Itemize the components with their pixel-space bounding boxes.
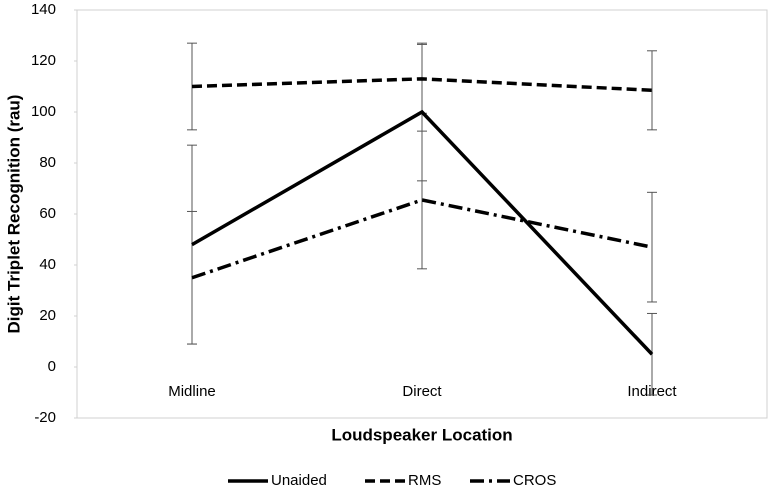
series-line: [191, 109, 654, 356]
y-tick-label: 0: [48, 358, 56, 375]
y-tick-label: 40: [39, 256, 56, 273]
legend-label: RMS: [408, 472, 441, 489]
series-line: [191, 198, 653, 280]
y-tick-label: 80: [39, 154, 56, 171]
error-bar: [647, 191, 657, 303]
series-line: [191, 77, 653, 93]
x-tick-label: Direct: [402, 383, 442, 400]
x-tick-label: Midline: [168, 383, 216, 400]
legend-label: CROS: [513, 472, 556, 489]
y-axis-title: Digit Triplet Recognition (rau): [4, 95, 23, 334]
y-tick-label: 140: [31, 1, 56, 18]
y-tick-label: 100: [31, 103, 56, 120]
y-tick-label: 120: [31, 52, 56, 69]
y-tick-label: 20: [39, 307, 56, 324]
x-axis-title: Loudspeaker Location: [331, 425, 512, 444]
error-bar: [647, 50, 657, 131]
legend-label: Unaided: [271, 472, 327, 489]
error-bar: [417, 130, 427, 270]
y-tick-label: -20: [34, 409, 56, 426]
y-tick-label: 60: [39, 205, 56, 222]
